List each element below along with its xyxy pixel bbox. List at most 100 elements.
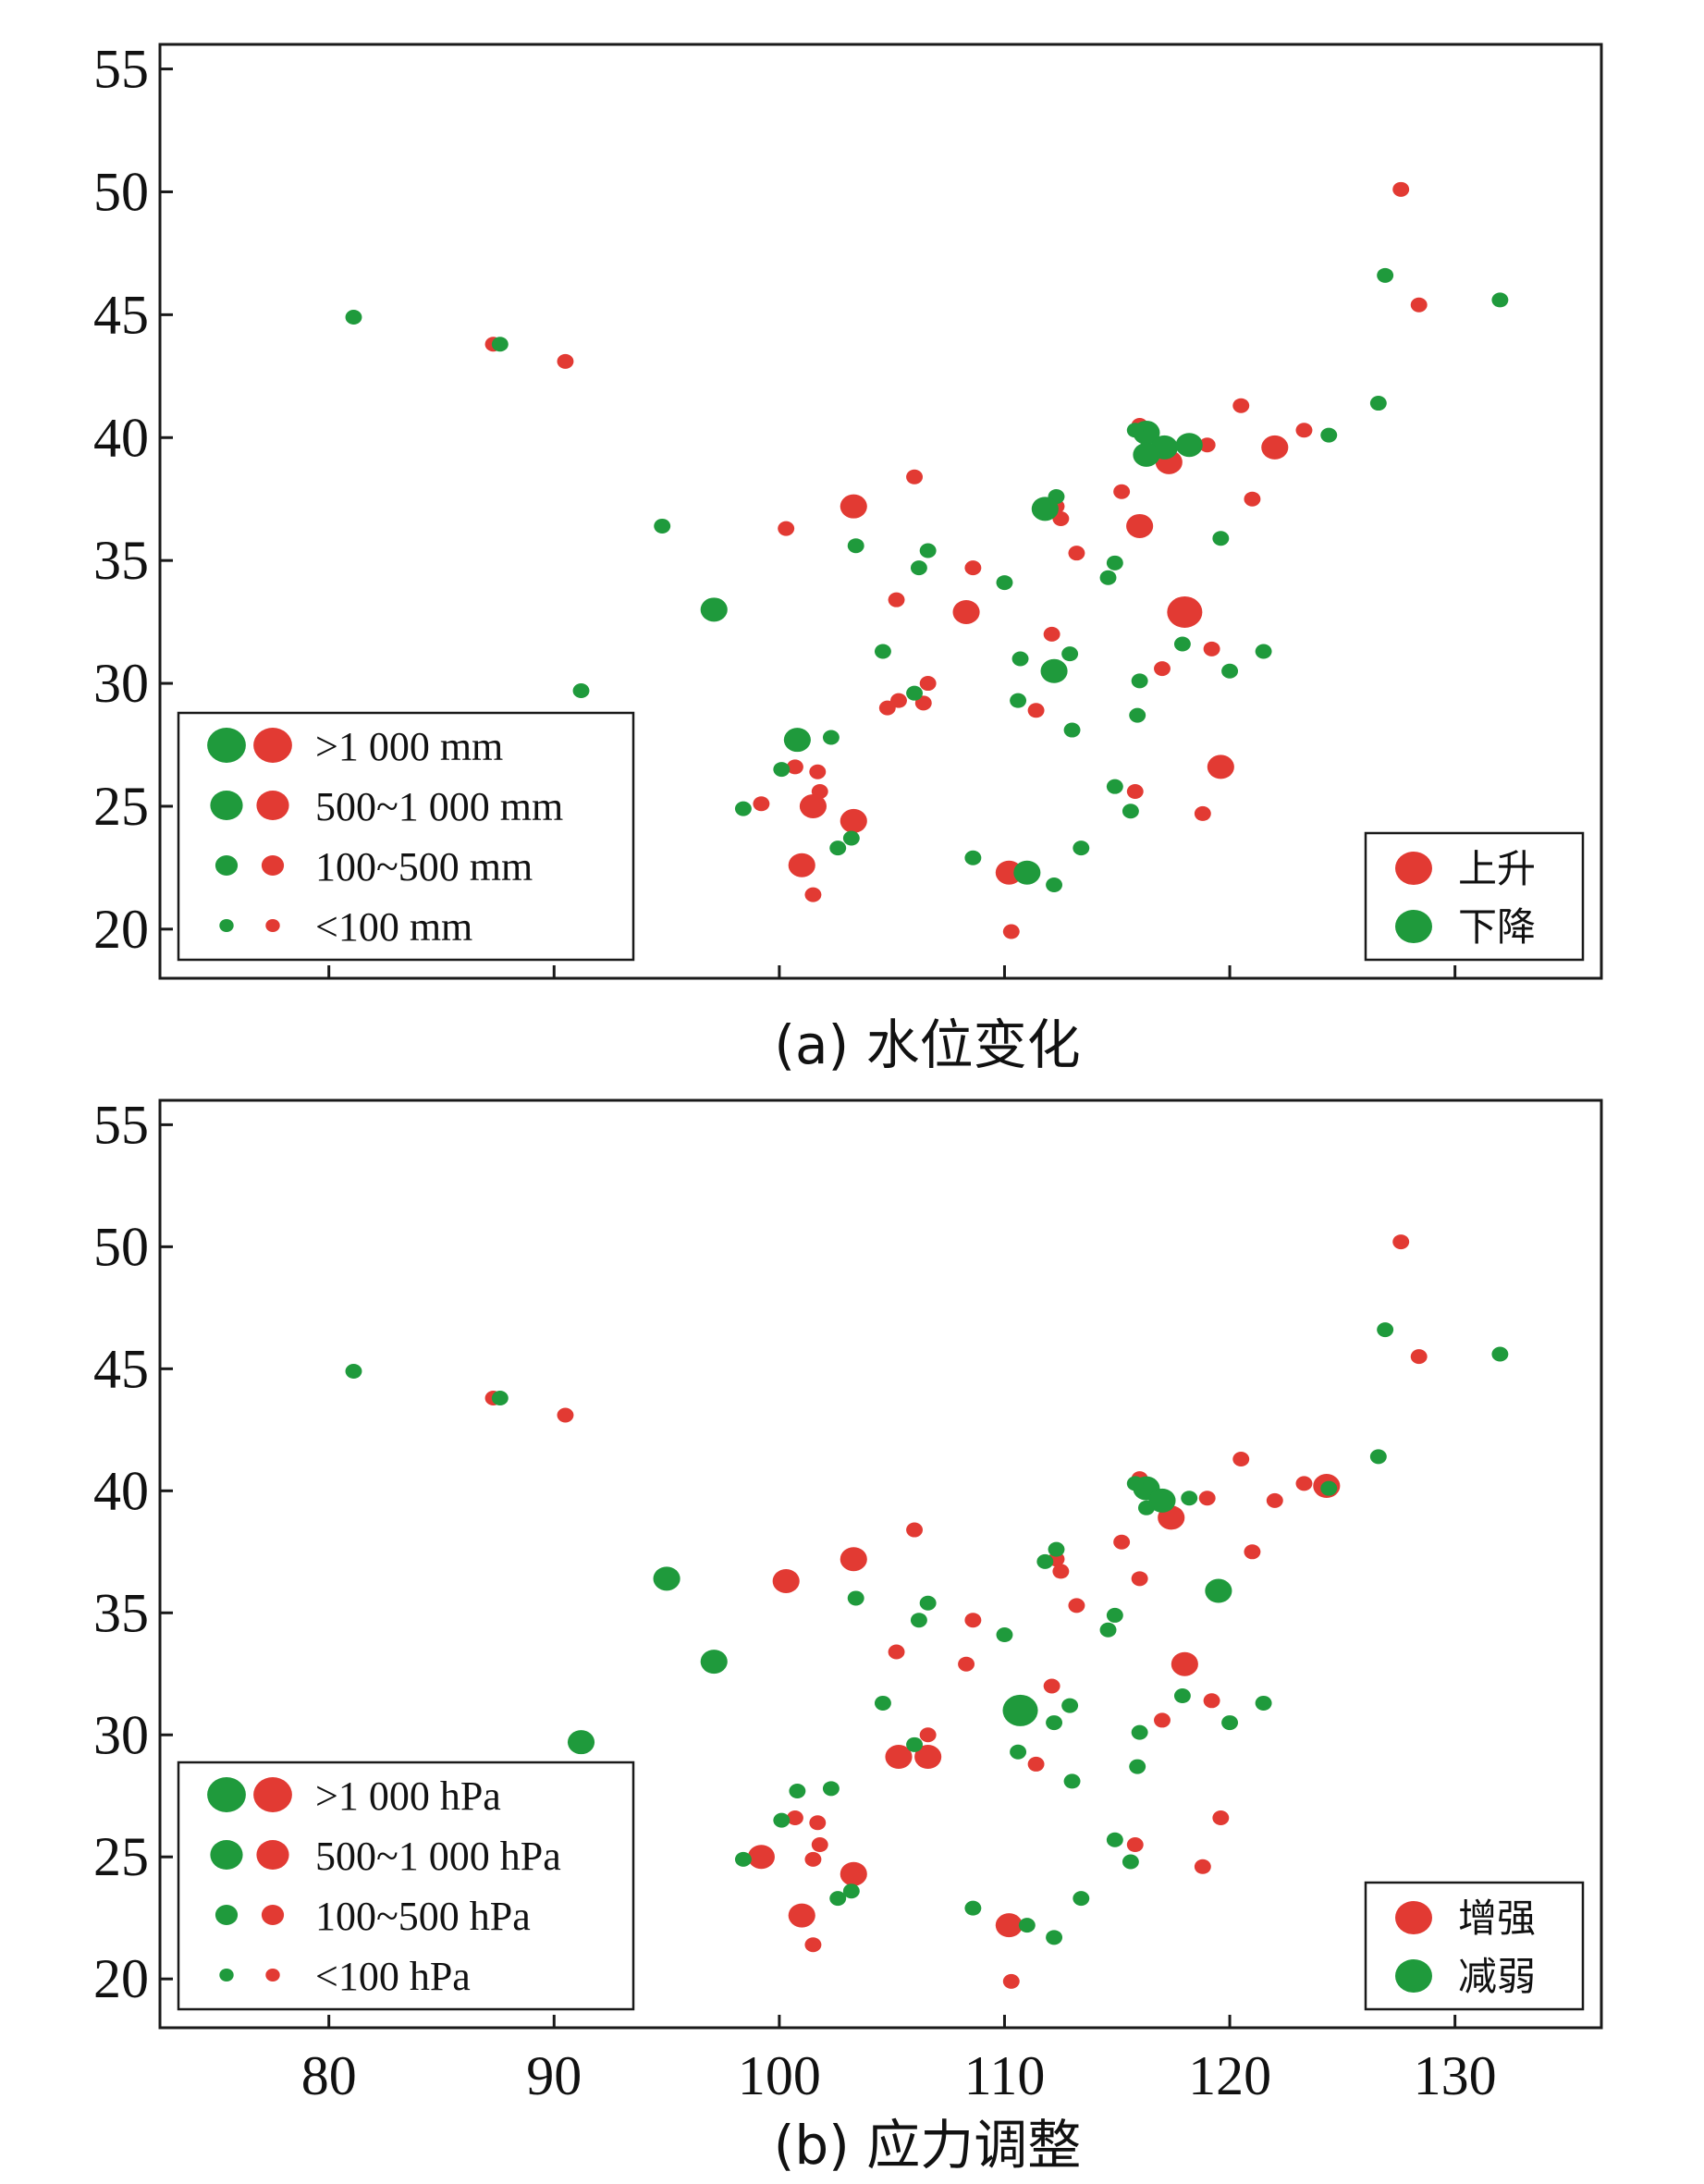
red-data-point — [1207, 755, 1234, 779]
green-data-point — [1377, 1322, 1394, 1338]
green-data-point — [822, 730, 840, 745]
red-data-point — [786, 1810, 803, 1826]
red-data-point — [840, 1861, 867, 1886]
y-tick-label: 40 — [93, 407, 149, 468]
red-data-point — [958, 1656, 975, 1672]
legend-green-marker — [215, 855, 239, 876]
red-data-point — [772, 1568, 800, 1593]
green-data-point — [654, 518, 671, 534]
green-data-point — [1046, 1930, 1063, 1945]
green-data-point — [874, 1695, 891, 1711]
red-data-point — [1194, 1859, 1211, 1874]
green-data-point — [1173, 636, 1191, 652]
green-data-point — [919, 1595, 937, 1611]
red-data-point — [1232, 398, 1250, 413]
red-data-point — [914, 695, 932, 711]
size-legend-label: 500~1 000 hPa — [315, 1834, 561, 1879]
green-data-point — [964, 1900, 982, 1916]
legend-red-marker — [253, 1777, 292, 1812]
x-tick-label: 110 — [964, 2045, 1046, 2106]
red-data-point — [1392, 181, 1410, 197]
green-data-point — [1131, 1724, 1148, 1740]
y-tick-label: 50 — [93, 161, 149, 222]
green-data-point — [1010, 1744, 1027, 1760]
green-data-point — [1036, 1553, 1054, 1569]
green-data-point — [964, 850, 982, 865]
red-data-point — [906, 1522, 923, 1538]
red-data-point — [788, 853, 815, 877]
green-data-point — [700, 1650, 728, 1675]
red-data-point — [1002, 924, 1020, 939]
green-data-point — [906, 1736, 923, 1752]
green-data-point — [1046, 1715, 1063, 1731]
red-data-point — [1167, 595, 1203, 628]
green-data-point — [1377, 267, 1394, 283]
series-减弱 — [345, 1322, 1509, 1945]
green-data-point — [1131, 673, 1148, 689]
legend-red-marker — [261, 855, 285, 876]
red-data-point — [840, 494, 867, 519]
green-data-point — [773, 1812, 791, 1828]
y-tick-label: 55 — [93, 39, 149, 100]
legend-green-marker — [210, 791, 243, 820]
legend-red-marker — [261, 1905, 285, 1925]
green-data-point — [572, 683, 590, 699]
red-data-point — [1198, 437, 1216, 453]
red-data-point — [809, 764, 827, 779]
red-data-point — [1295, 423, 1313, 438]
x-tick-label: 90 — [526, 2045, 582, 2106]
red-data-point — [888, 1644, 905, 1660]
green-data-point — [1126, 1476, 1144, 1491]
green-data-point — [822, 1781, 840, 1797]
red-data-point — [788, 1903, 815, 1928]
y-tick-label: 35 — [93, 1582, 149, 1643]
y-tick-label: 45 — [93, 1338, 149, 1399]
y-tick-label: 35 — [93, 530, 149, 591]
size-legend-label: 100~500 hPa — [315, 1894, 531, 1939]
red-data-point — [557, 1407, 574, 1423]
panel-b: 20 25 30 35 40 45 50 55 80 90 100 110 120 130 >1 000 h… — [93, 1094, 1603, 2177]
red-data-point — [1126, 1837, 1144, 1853]
panel-caption: (a) 水位变化 — [774, 1013, 1080, 1076]
color-legend-label: 下降 — [1458, 904, 1536, 950]
green-data-point — [910, 560, 927, 576]
green-data-point — [1048, 1541, 1065, 1557]
red-data-point — [1266, 1492, 1283, 1508]
series-下降 — [345, 267, 1509, 892]
green-data-point — [842, 1883, 860, 1899]
red-data-point — [1027, 703, 1045, 718]
green-data-point — [1010, 693, 1027, 708]
green-data-point — [1099, 1622, 1117, 1638]
size-legend: >1 000 hPa 500~1 000 hPa 100~500 hPa <100 h… — [177, 1761, 635, 2011]
red-data-point — [840, 808, 867, 833]
red-data-point — [1392, 1234, 1410, 1250]
y-tick-label: 30 — [93, 1704, 149, 1765]
size-legend-box — [177, 711, 635, 962]
green-data-point — [773, 762, 791, 778]
legend-red-marker — [256, 1840, 289, 1870]
red-data-point — [1154, 1712, 1171, 1728]
green-data-point — [1061, 646, 1079, 662]
red-data-point — [778, 521, 795, 536]
legend-red-marker — [1395, 852, 1432, 885]
red-data-point — [1043, 1678, 1060, 1694]
green-data-point — [1137, 1500, 1155, 1515]
legend-green-marker — [219, 1969, 234, 1982]
green-data-point — [700, 597, 728, 622]
green-data-point — [919, 543, 937, 558]
green-data-point — [567, 1730, 595, 1755]
red-data-point — [952, 599, 980, 624]
red-data-point — [1126, 513, 1154, 538]
legend-green-marker — [1395, 910, 1432, 943]
green-data-point — [1099, 570, 1117, 585]
green-data-point — [874, 644, 891, 659]
red-data-point — [1068, 546, 1085, 561]
green-data-point — [653, 1566, 680, 1591]
green-data-point — [783, 728, 811, 753]
green-data-point — [1040, 658, 1068, 683]
legend-red-marker — [265, 919, 280, 932]
red-data-point — [1027, 1756, 1045, 1772]
legend-red-marker — [256, 791, 289, 820]
